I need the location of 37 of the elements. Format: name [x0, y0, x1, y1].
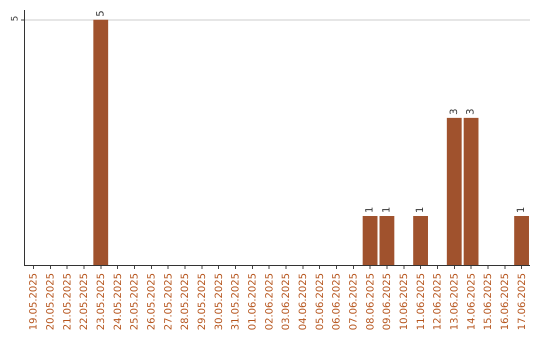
data-label: 3	[466, 108, 477, 115]
x-tick-label: 02.06.2025	[264, 273, 276, 330]
x-tick-label: 03.06.2025	[281, 273, 292, 330]
x-tick-label: 14.06.2025	[466, 273, 478, 330]
x-tick-label: 15.06.2025	[483, 273, 494, 330]
x-tick-label: 10.06.2025	[399, 273, 410, 330]
x-tick-label: 28.05.2025	[180, 273, 192, 330]
x-tick-label: 05.06.2025	[314, 273, 326, 330]
data-label: 3	[448, 108, 460, 115]
x-tick-label: 13.06.2025	[450, 273, 460, 330]
x-tick-label: 16.06.2025	[500, 273, 511, 330]
x-tick-label: 08.06.2025	[365, 273, 376, 330]
x-tick-label: 21.05.2025	[62, 273, 74, 330]
x-tick-label: 04.06.2025	[298, 273, 309, 330]
x-tick-label: 19.05.2025	[28, 273, 40, 330]
x-tick-label: 22.05.2025	[79, 273, 90, 330]
x-tick-label: 24.05.2025	[112, 273, 124, 330]
x-tick-label: 17.06.2025	[516, 273, 528, 330]
data-label: 1	[381, 206, 392, 213]
data-label: 5	[95, 10, 106, 17]
x-tick-label: 31.05.2025	[230, 273, 242, 330]
x-tick-label: 29.05.2025	[197, 273, 208, 330]
data-label: 1	[516, 206, 528, 213]
x-tick-label: 25.05.2025	[130, 273, 141, 330]
x-tick-label: 09.06.2025	[382, 273, 394, 330]
x-tick-label: 01.06.2025	[248, 273, 258, 330]
data-label: 1	[415, 206, 426, 213]
data-label: 1	[364, 206, 376, 213]
x-tick-label: 23.05.2025	[96, 273, 107, 330]
x-tick-label: 26.05.2025	[146, 273, 158, 330]
x-tick-label: 12.06.2025	[432, 273, 444, 330]
x-tick-label: 06.06.2025	[332, 273, 343, 330]
x-tick-label: 07.06.2025	[348, 273, 360, 330]
x-tick-label: 27.05.2025	[163, 273, 174, 330]
x-tick-label: 11.06.2025	[416, 273, 427, 330]
x-tick-label: 30.05.2025	[214, 273, 225, 330]
x-tick-label: 20.05.2025	[46, 273, 56, 330]
